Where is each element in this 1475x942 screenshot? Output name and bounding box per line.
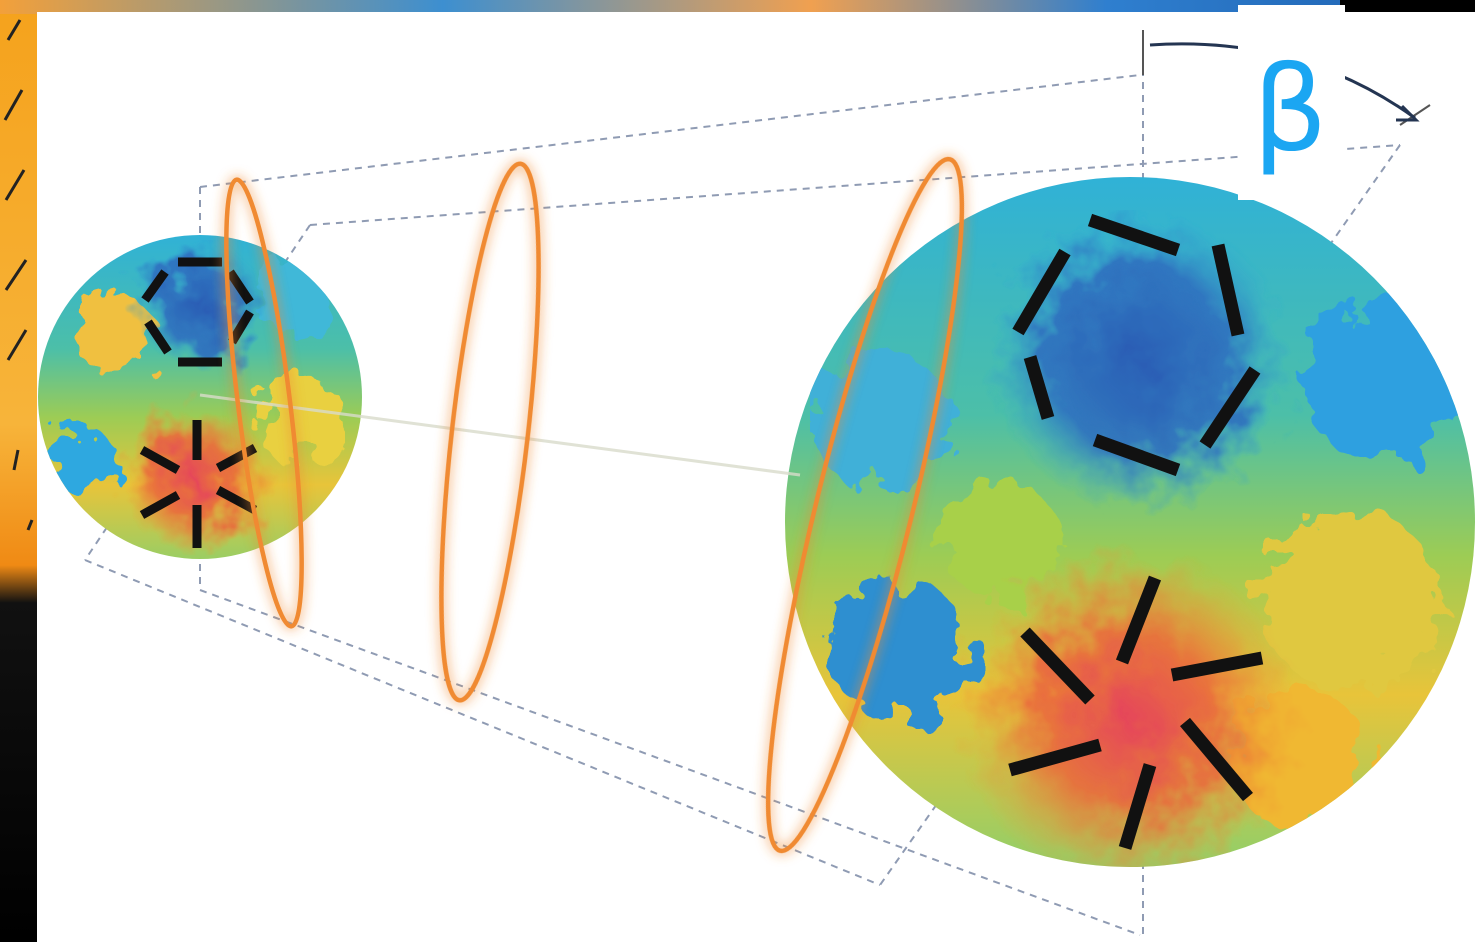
axis-tick	[1399, 104, 1431, 126]
edge-strokes	[3, 19, 34, 531]
label-background	[1238, 5, 1345, 200]
large-pattern	[1008, 213, 1264, 850]
polarization-helix	[224, 156, 965, 854]
large-map	[785, 177, 1475, 867]
top-right-edge	[1340, 0, 1475, 14]
small-map	[38, 235, 362, 559]
top-edge	[0, 0, 1475, 14]
small-pattern	[139, 257, 258, 548]
left-edge	[0, 0, 40, 942]
angle-arrow	[1396, 104, 1420, 122]
angle-label: β	[1252, 40, 1327, 178]
link-line	[199, 393, 801, 477]
